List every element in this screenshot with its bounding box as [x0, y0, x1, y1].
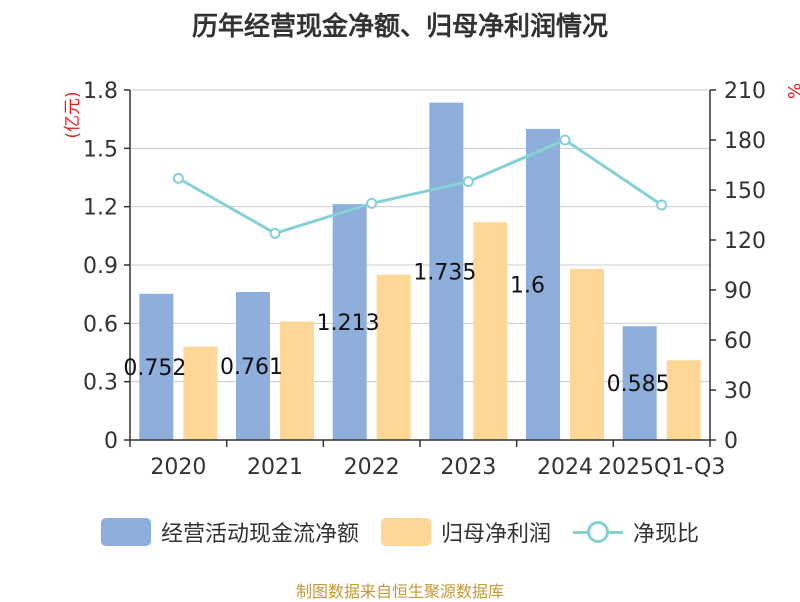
- y-right-tick-label: 180: [724, 129, 766, 154]
- data-label-cashflow: 1.6: [510, 273, 545, 298]
- bar-cashflow: [622, 326, 657, 440]
- legend-swatch-cashflow: [100, 518, 151, 546]
- point-ratio: [269, 227, 281, 239]
- legend-swatch-ratio: [573, 518, 623, 546]
- bar-net-profit: [666, 360, 701, 440]
- bar-cashflow: [332, 204, 367, 440]
- y-left-tick-label: 1.5: [83, 137, 118, 162]
- bar-net-profit: [376, 274, 411, 440]
- y-right-tick-label: 90: [724, 279, 752, 304]
- y-left-tick-label: 1.2: [83, 196, 118, 221]
- y-right-tick-label: 210: [724, 79, 766, 104]
- point-ratio: [656, 199, 668, 211]
- y-left-tick-label: 0.3: [83, 371, 118, 396]
- bar-cashflow: [526, 128, 560, 440]
- y-left-tick-label: 0.6: [83, 312, 118, 337]
- data-source-note: 制图数据来自恒生聚源数据库: [295, 582, 504, 601]
- legend-label-ratio: 净现比: [633, 522, 700, 547]
- x-tick-label: 2021: [247, 455, 303, 480]
- point-ratio: [172, 172, 184, 184]
- y-left-tick-label: 0.9: [83, 254, 118, 279]
- x-tick-label: 2024: [537, 455, 593, 480]
- data-label-cashflow: 0.752: [123, 356, 186, 381]
- data-label-cashflow: 1.213: [317, 311, 380, 336]
- chart-title: 历年经营现金净额、归母净利润情况: [191, 12, 608, 42]
- point-ratio: [559, 134, 571, 146]
- data-label-cashflow: 0.585: [607, 372, 670, 397]
- legend-swatch-net-profit: [380, 518, 431, 546]
- bar-net-profit: [280, 321, 314, 440]
- x-tick-label: 2020: [150, 455, 206, 480]
- bar-net-profit: [473, 222, 508, 440]
- bar-cashflow: [429, 102, 464, 440]
- point-ratio: [462, 176, 474, 188]
- legend-item-net-profit[interactable]: 归母净利润: [380, 516, 551, 548]
- legend-label-net-profit: 归母净利润: [440, 522, 551, 547]
- x-tick-label: 2022: [344, 455, 400, 480]
- y-right-tick-label: 120: [724, 229, 766, 254]
- bar-net-profit: [570, 268, 604, 440]
- x-tick-label: 2023: [440, 455, 496, 480]
- y-left-tick-label: 1.8: [83, 79, 118, 104]
- y-left-tick-label: 0: [104, 429, 118, 454]
- y-right-axis-label: %: [783, 83, 800, 99]
- y-right-tick-label: 0: [724, 429, 738, 454]
- y-right-tick-label: 30: [724, 379, 752, 404]
- bar-cashflow: [236, 292, 270, 440]
- x-tick-label: 2025Q1-Q3: [598, 455, 725, 480]
- data-label-cashflow: 1.735: [413, 260, 476, 285]
- point-ratio: [366, 197, 378, 209]
- chart-legend: 经营活动现金流净额 归母净利润 净现比: [0, 516, 800, 548]
- bar-cashflow: [139, 293, 174, 440]
- legend-item-cashflow[interactable]: 经营活动现金流净额: [100, 516, 359, 548]
- legend-label-cashflow: 经营活动现金流净额: [160, 522, 359, 547]
- y-right-tick-label: 150: [724, 179, 766, 204]
- y-right-tick-label: 60: [724, 329, 752, 354]
- legend-item-ratio[interactable]: 净现比: [573, 516, 699, 548]
- line-ratio: [177, 138, 663, 235]
- data-label-cashflow: 0.761: [220, 355, 283, 380]
- y-left-axis-label: (亿元): [63, 91, 83, 138]
- bar-net-profit: [183, 346, 218, 440]
